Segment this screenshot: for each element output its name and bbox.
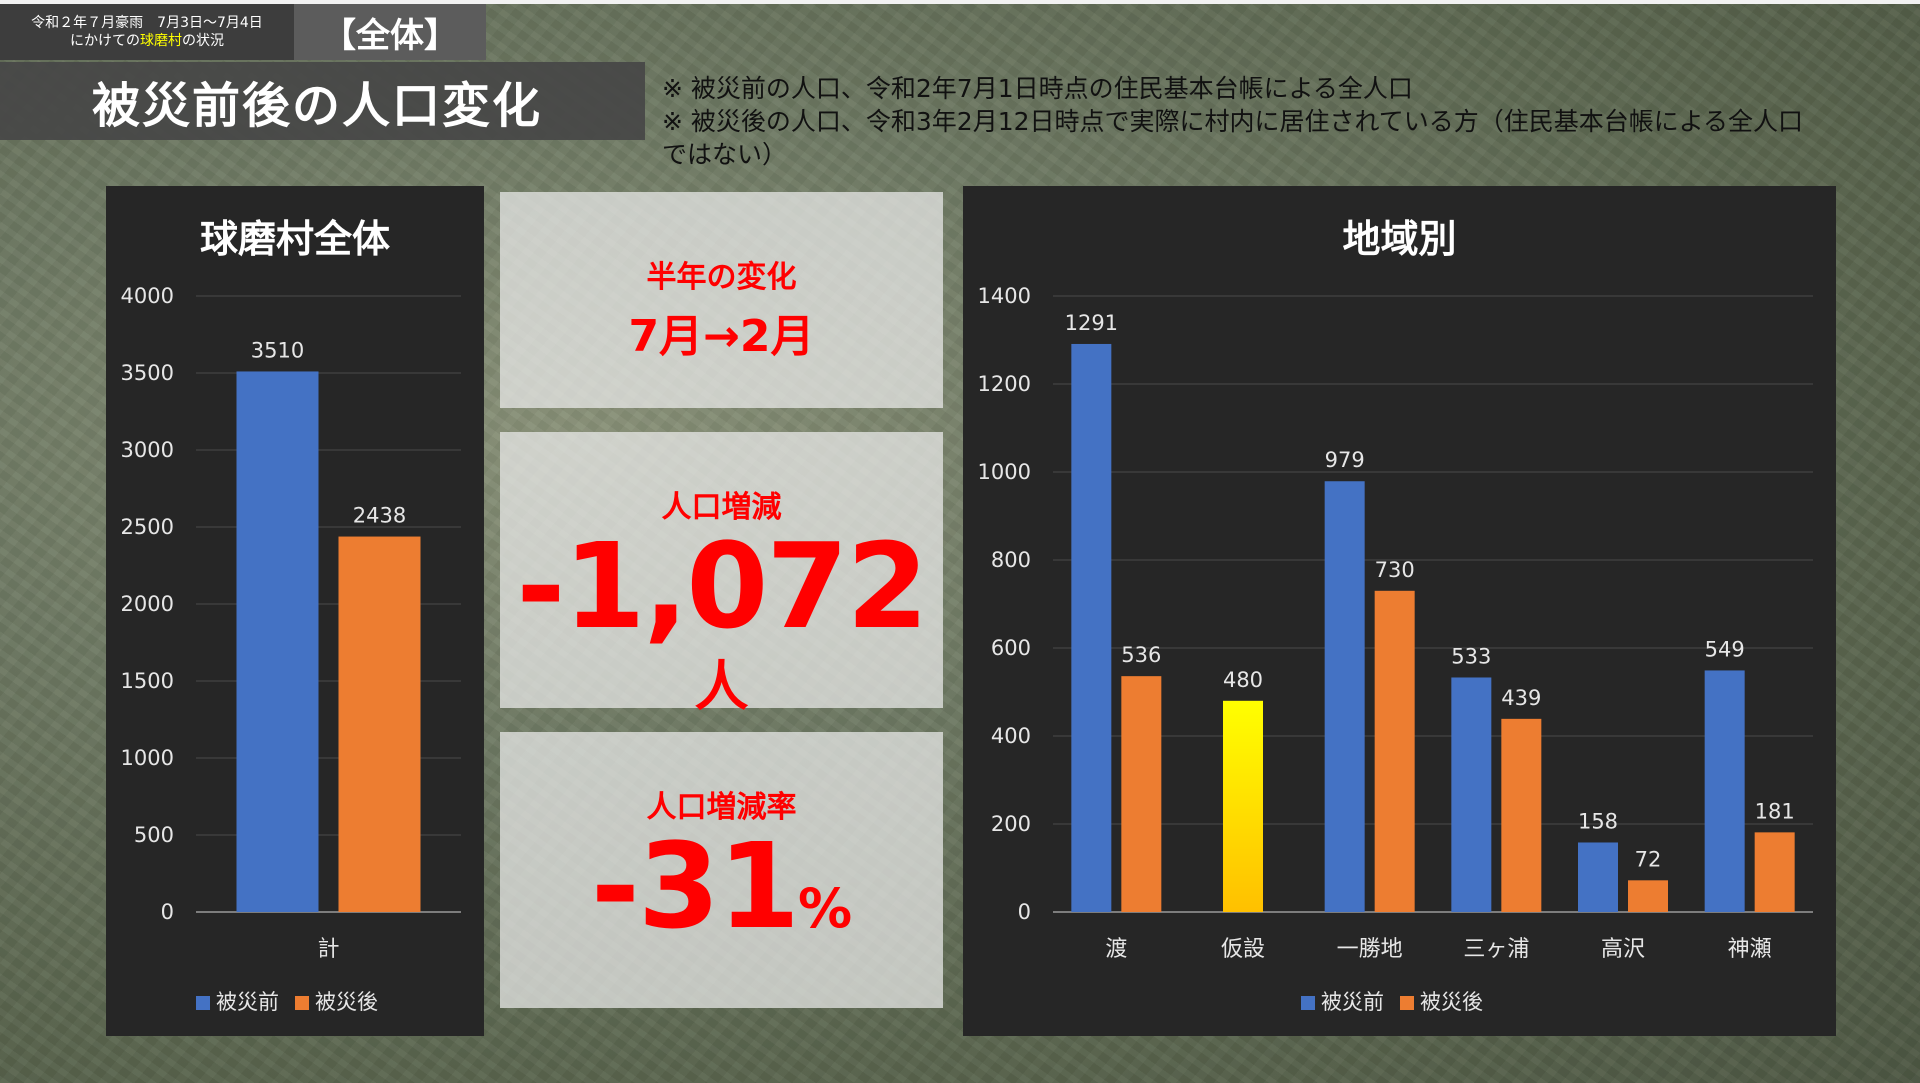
x-category-label: 渡 (1105, 937, 1127, 962)
data-label: 158 (1578, 809, 1618, 833)
legend-before-item: 被災前 (196, 986, 279, 1016)
data-label: 533 (1451, 644, 1491, 668)
legend-region-before-item: 被災前 (1301, 986, 1384, 1016)
region-panel: 地域別 0 200 400 600 800 1000 1200 1400 渡 1291 536 仮設 4… (963, 186, 1836, 1036)
y-tick-label: 1500 (121, 669, 174, 693)
village-total-panel: 球磨村全体 0 500 1000 1500 2000 2500 3000 3500 4000 計 3… (106, 186, 484, 1036)
legend-before-swatch (196, 996, 210, 1010)
data-label: 181 (1755, 799, 1795, 823)
change-value-row: -1,072人 (500, 527, 943, 721)
bar-before (1071, 343, 1112, 912)
chart-title-region: 地域別 (1342, 217, 1457, 261)
y-tick-label: 1000 (978, 460, 1031, 484)
change-label: 人口増減 (661, 490, 782, 525)
y-tick-label: 1000 (121, 746, 174, 770)
data-label: 536 (1121, 643, 1161, 667)
population-change-panel: 人口増減 -1,072人 (500, 432, 943, 718)
rate-value-row: -31% (500, 827, 943, 945)
period-panel: 半年の変化 7月→2月 (500, 192, 943, 408)
event-header-post: の状況 (182, 33, 224, 49)
notes: ※ 被災前の人口、令和2年7月1日時点の住民基本台帳による全人口 ※ 被災後の人… (662, 72, 1822, 171)
data-label: 979 (1325, 448, 1365, 472)
y-tick-label: 800 (991, 548, 1031, 572)
y-tick-label: 2000 (121, 592, 174, 616)
note-before: ※ 被災前の人口、令和2年7月1日時点の住民基本台帳による全人口 (662, 74, 1413, 103)
note-after: ※ 被災後の人口、令和3年2月12日時点で実際に村内に居住されている方（住民基本… (662, 107, 1804, 169)
data-label: 439 (1501, 686, 1541, 710)
y-tick-label: 2500 (121, 515, 174, 539)
legend-after-swatch (295, 996, 309, 1010)
change-unit: 人 (694, 655, 749, 718)
x-category-label: 神瀬 (1728, 937, 1772, 962)
bar-after (1374, 590, 1415, 912)
event-header-pre: にかけての (70, 33, 140, 49)
legend-total: 被災前 被災後 (196, 986, 378, 1016)
rate-label: 人口増減率 (646, 790, 797, 825)
change-value: -1,072 (516, 517, 928, 655)
x-category-label: 高沢 (1601, 937, 1645, 962)
period-value: 7月→2月 (628, 311, 815, 362)
top-border (0, 0, 1920, 4)
event-header-line1: 令和２年７月豪雨 7月3日～7月4日 (31, 15, 263, 31)
data-label: 1291 (1065, 311, 1118, 335)
bar-before (1324, 481, 1365, 912)
event-header-village: 球磨村 (140, 33, 182, 49)
event-header-line2: にかけての球磨村の状況 (0, 32, 294, 50)
scope-badge: 【全体】 (294, 4, 486, 60)
bar-after (1754, 832, 1795, 912)
legend-before-label: 被災前 (216, 990, 279, 1014)
y-tick-label: 400 (991, 724, 1031, 748)
chart-title-total: 球磨村全体 (199, 217, 390, 261)
bar-after (1501, 718, 1542, 912)
data-label: 549 (1705, 637, 1745, 661)
bar-before (236, 371, 319, 912)
bar-after (1628, 880, 1668, 912)
bar-before (1578, 842, 1618, 912)
data-label: 480 (1223, 668, 1263, 692)
region-chart: 0 200 400 600 800 1000 1200 1400 渡 1291 536 仮設 480 一勝… (978, 284, 1813, 962)
y-tick-label: 200 (991, 812, 1031, 836)
rate-unit: % (798, 877, 853, 940)
y-tick-label: 0 (161, 900, 174, 924)
legend-after-item: 被災後 (295, 986, 378, 1016)
x-category-label: 三ヶ浦 (1463, 937, 1529, 962)
legend-region: 被災前 被災後 (1301, 986, 1483, 1016)
event-header: 令和２年７月豪雨 7月3日～7月4日 にかけての球磨村の状況 (0, 4, 294, 60)
legend-region-after-label: 被災後 (1420, 990, 1483, 1014)
y-tick-label: 1400 (978, 284, 1031, 308)
bar-before (1451, 677, 1492, 912)
data-label: 730 (1375, 558, 1415, 582)
y-tick-label: 500 (134, 823, 174, 847)
village-total-chart: 0 500 1000 1500 2000 2500 3000 3500 4000 計 3510 243… (121, 284, 461, 962)
data-label: 72 (1635, 847, 1662, 871)
y-tick-label: 3500 (121, 361, 174, 385)
bar-before (1704, 670, 1745, 912)
legend-region-after-swatch (1400, 996, 1414, 1010)
change-rate-panel: 人口増減率 -31% (500, 732, 943, 1008)
legend-region-before-label: 被災前 (1321, 990, 1384, 1014)
data-label: 2438 (353, 504, 406, 528)
data-label: 3510 (251, 338, 304, 362)
bar-after (338, 536, 421, 912)
x-category-label: 計 (317, 937, 339, 962)
bar-after (1121, 676, 1162, 912)
legend-after-label: 被災後 (315, 990, 378, 1014)
y-tick-label: 4000 (121, 284, 174, 308)
y-tick-label: 600 (991, 636, 1031, 660)
y-tick-label: 0 (1018, 900, 1031, 924)
rate-value: -31 (590, 817, 800, 955)
y-tick-label: 3000 (121, 438, 174, 462)
bar-after (1223, 700, 1263, 912)
legend-region-before-swatch (1301, 996, 1315, 1010)
x-category-label: 一勝地 (1337, 937, 1403, 962)
page-title: 被災前後の人口変化 (0, 62, 645, 140)
y-tick-label: 1200 (978, 372, 1031, 396)
period-label: 半年の変化 (646, 260, 797, 295)
legend-region-after-item: 被災後 (1400, 986, 1483, 1016)
x-category-label: 仮設 (1221, 937, 1265, 962)
